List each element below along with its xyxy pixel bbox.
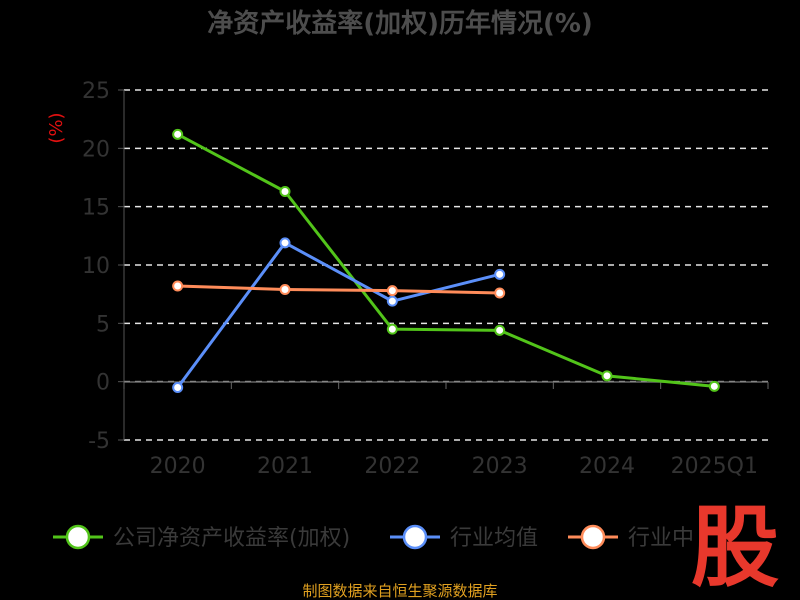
legend-swatch-marker xyxy=(65,524,91,550)
x-tick-label: 2020 xyxy=(150,454,206,479)
legend-label: 行业均值 xyxy=(450,526,538,551)
legend-item: 行业中 xyxy=(568,524,694,551)
data-point xyxy=(494,324,506,336)
data-point xyxy=(279,186,291,197)
axes: 25 20 15 10 5 0 -5 2020 2021 2022 2023 2024 2025Q1 xyxy=(82,79,769,479)
series-lines xyxy=(172,128,720,393)
source-note: 制图数据来自恒生聚源数据库 xyxy=(302,582,497,600)
data-point xyxy=(279,237,291,249)
x-tick-label: 2023 xyxy=(472,454,528,479)
brand-logo: 股 xyxy=(691,496,779,599)
data-point xyxy=(494,287,506,299)
series-line xyxy=(177,284,500,295)
data-point xyxy=(172,382,184,393)
data-point xyxy=(172,280,184,292)
y-tick-label: 10 xyxy=(82,254,110,279)
chart-title: 净资产收益率(加权)历年情况(%) xyxy=(207,8,593,39)
data-point xyxy=(386,323,398,335)
data-point xyxy=(386,285,398,297)
y-tick-label: 15 xyxy=(82,196,110,221)
series-group xyxy=(172,280,506,299)
y-tick-label: 0 xyxy=(96,371,110,396)
data-point xyxy=(172,128,184,140)
y-tick-label: -5 xyxy=(88,429,110,454)
legend-item: 行业均值 xyxy=(390,524,538,551)
y-tick-label: 25 xyxy=(82,79,110,104)
data-point xyxy=(601,370,613,382)
series-group xyxy=(172,128,720,392)
x-tick-label: 2021 xyxy=(257,454,313,479)
data-point xyxy=(494,268,506,280)
legend-swatch-marker xyxy=(580,524,606,550)
y-axis-label: (%) xyxy=(46,112,67,143)
x-tick-label: 2024 xyxy=(579,454,635,479)
series-group xyxy=(172,237,506,393)
data-point xyxy=(386,295,398,307)
x-tick-label: 2022 xyxy=(364,454,420,479)
legend-label: 公司净资产收益率(加权) xyxy=(113,526,350,551)
series-line xyxy=(176,133,715,388)
data-point xyxy=(279,284,291,295)
data-point xyxy=(708,380,720,392)
y-tick-label: 20 xyxy=(82,137,110,162)
legend-label: 行业中 xyxy=(628,526,694,551)
legend: 公司净资产收益率(加权) 行业均值 行业中 xyxy=(53,524,694,551)
y-tick-label: 5 xyxy=(96,312,110,337)
legend-swatch-marker xyxy=(402,524,428,550)
legend-item: 公司净资产收益率(加权) xyxy=(53,524,350,551)
x-tick-label: 2025Q1 xyxy=(671,454,758,479)
series-line xyxy=(176,241,501,389)
